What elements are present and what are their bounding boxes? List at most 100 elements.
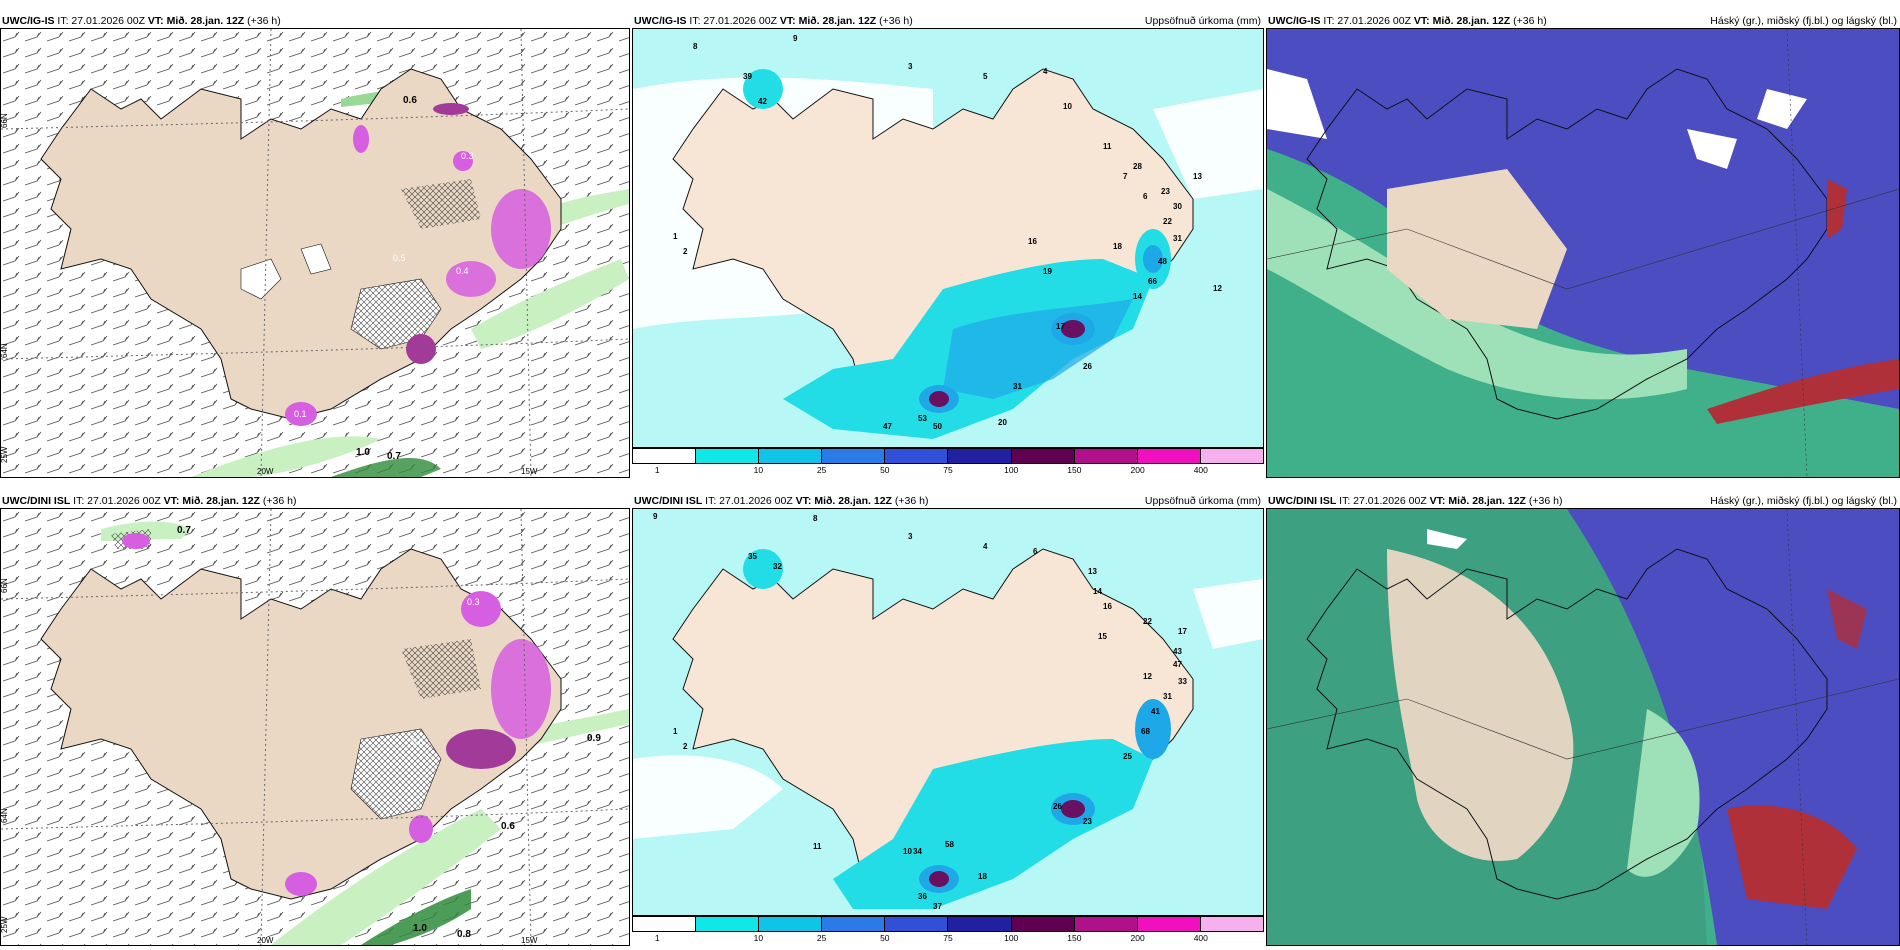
- colorbar-tick: 200: [1130, 465, 1145, 475]
- colorbar-tick: 10: [753, 933, 764, 943]
- colorbar-swatch: [1200, 917, 1263, 931]
- precip-value: 41: [1151, 707, 1160, 716]
- cloud-map[interactable]: [1266, 28, 1900, 478]
- precip-value: 8: [693, 42, 698, 51]
- panel-title: UWC/DINI ISL IT: 27.01.2026 00Z VT: Mið.…: [1266, 494, 1900, 508]
- precip-value: 58: [945, 840, 954, 849]
- precip-value: 31: [1163, 692, 1172, 701]
- value-label: 0.4: [456, 266, 469, 276]
- cloud-title: Háský (gr.), miðský (fj.bl.) og lágský (…: [1710, 15, 1897, 27]
- init-time: IT: 27.01.2026 00Z: [1323, 15, 1411, 27]
- precip-value: 18: [978, 872, 987, 881]
- precip-value: 7: [1123, 172, 1128, 181]
- precip-value: 13: [1193, 172, 1202, 181]
- colorbar-tick: 1: [654, 465, 660, 475]
- precip-value: 26: [1053, 802, 1062, 811]
- cloud-map[interactable]: [1266, 508, 1900, 946]
- valid-time: Mið. 28.jan. 12Z: [1448, 495, 1526, 507]
- precip-map[interactable]: 9 8 3 4 6 13 14 16 22 17 43 47 33 31 41 …: [632, 508, 1264, 916]
- precip-value: 14: [1093, 587, 1102, 596]
- row1-cloud-panel: UWC/IG-IS IT: 27.01.2026 00Z VT: Mið. 28…: [1266, 14, 1900, 478]
- precip-value: 1: [673, 232, 678, 241]
- panel-title: UWC/DINI ISL IT: 27.01.2026 00Z VT: Mið.…: [632, 494, 1264, 508]
- value-label: 0.7: [177, 525, 191, 536]
- precip-value: 35: [748, 552, 757, 561]
- precip-value: 22: [1143, 617, 1152, 626]
- value-label: 0.6: [501, 821, 515, 832]
- init-time: IT: 27.01.2026 00Z: [57, 15, 145, 27]
- init-time: IT: 27.01.2026 00Z: [705, 495, 793, 507]
- precip-map[interactable]: 8 9 3 5 4 10 11 7 6 28 23 30 22 31 48 66…: [632, 28, 1264, 448]
- model-name: UWC/IG-IS: [634, 15, 687, 27]
- colorbar-tick: 150: [1067, 465, 1082, 475]
- valid-time: Mið. 28.jan. 12Z: [1432, 15, 1511, 27]
- valid-time: Mið. 28.jan. 12Z: [182, 495, 260, 507]
- precip-value: 43: [1173, 647, 1182, 656]
- precip-value: 36: [918, 892, 927, 901]
- lead-time: (+36 h): [1528, 495, 1563, 507]
- colorbar-tick: 200: [1130, 933, 1145, 943]
- precip-value: 50: [933, 422, 942, 431]
- value-label: 0.1: [294, 409, 307, 419]
- colorbar-swatch: [885, 449, 949, 463]
- precip-value: 22: [1163, 217, 1172, 226]
- colorbar-swatch: [696, 449, 760, 463]
- cloud-title: Háský (gr.), miðský (fj.bl.) og lágský (…: [1710, 495, 1897, 507]
- panel-title: UWC/IG-IS IT: 27.01.2026 00Z VT: Mið. 28…: [1266, 14, 1900, 28]
- vt-label: VT:: [795, 495, 812, 507]
- valid-time: Mið. 28.jan. 12Z: [798, 15, 877, 27]
- row2-wind-panel: UWC/DINI ISL IT: 27.01.2026 00Z VT: Mið.…: [0, 494, 630, 946]
- model-name: UWC/IG-IS: [1268, 15, 1321, 27]
- vt-label: VT:: [147, 15, 164, 27]
- precip-value: 31: [1013, 382, 1022, 391]
- colorbar: 1 10 25 50 75 100 150 200 400: [632, 448, 1264, 478]
- colorbar-swatch: [1137, 449, 1201, 463]
- precip-value: 6: [1143, 192, 1148, 201]
- value-label: 0.8: [457, 929, 471, 940]
- precip-value: 32: [773, 562, 782, 571]
- precip-value: 8: [813, 514, 818, 523]
- model-name: UWC/DINI ISL: [1268, 495, 1337, 507]
- colorbar-swatch: [822, 449, 886, 463]
- colorbar-swatch: [696, 917, 760, 931]
- precip-value: 3: [908, 62, 913, 71]
- precip-value: 16: [1028, 237, 1037, 246]
- wind-map[interactable]: 66N 64N 25W 20W 15W 0.7 1.0 0.8 0.9 0.6 …: [0, 508, 630, 946]
- precip-value: 18: [1113, 242, 1122, 251]
- precip-value: 10: [903, 847, 912, 856]
- precip-value: 14: [1133, 292, 1142, 301]
- vt-label: VT:: [1413, 15, 1430, 27]
- panel-title: UWC/DINI ISL IT: 27.01.2026 00Z VT: Mið.…: [0, 494, 630, 508]
- colorbar-swatch: [1074, 449, 1138, 463]
- wind-map[interactable]: 66N 64N 25W 20W 15W 0.6 1.0 0.7 0.5 0.4 …: [0, 28, 630, 478]
- colorbar-tick: 75: [943, 465, 953, 475]
- colorbar-swatch: [1137, 917, 1201, 931]
- init-time: IT: 27.01.2026 00Z: [1339, 495, 1427, 507]
- precip-value: 66: [1148, 277, 1157, 286]
- init-time: IT: 27.01.2026 00Z: [73, 495, 161, 507]
- precip-value: 28: [1133, 162, 1142, 171]
- colorbar-swatch: [948, 449, 1012, 463]
- precip-value: 37: [933, 902, 942, 911]
- precip-value: 13: [1088, 567, 1097, 576]
- precip-value: 33: [1178, 677, 1187, 686]
- colorbar-tick: 400: [1193, 933, 1208, 943]
- precip-value: 17: [1056, 322, 1065, 331]
- precip-title: Uppsöfnuð úrkoma (mm): [1144, 495, 1261, 507]
- precip-value: 42: [758, 97, 767, 106]
- row1-precip-panel: UWC/IG-IS IT: 27.01.2026 00Z VT: Mið. 28…: [632, 14, 1264, 475]
- colorbar-tick: 25: [816, 933, 827, 943]
- precip-value: 12: [1213, 284, 1222, 293]
- colorbar-tick: 100: [1004, 933, 1019, 943]
- precip-value: 47: [883, 422, 892, 431]
- precip-value: 34: [913, 847, 922, 856]
- value-label: 0.9: [587, 733, 601, 744]
- precip-value: 31: [1173, 234, 1182, 243]
- model-name: UWC/DINI ISL: [634, 495, 703, 507]
- colorbar-tick: 100: [1004, 465, 1019, 475]
- value-label: 0.5: [411, 737, 424, 747]
- lat-label: 64N: [1, 808, 9, 823]
- lead-time: (+36 h): [262, 495, 297, 507]
- precip-value: 25: [1123, 752, 1132, 761]
- vt-label: VT:: [779, 15, 796, 27]
